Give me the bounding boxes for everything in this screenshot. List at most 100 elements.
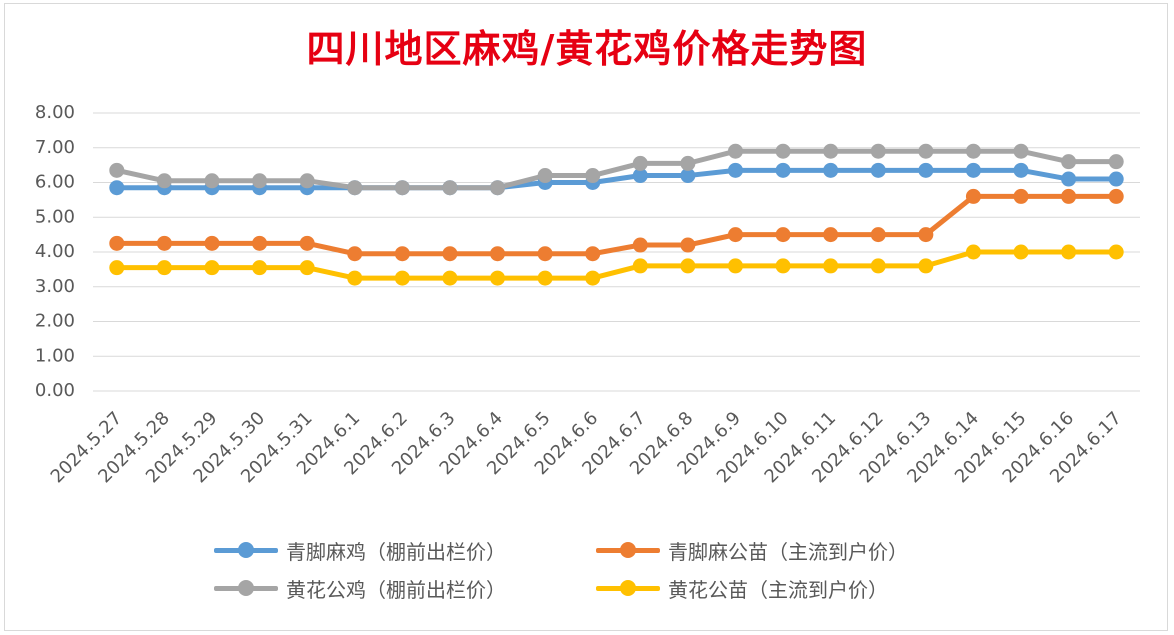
data-point — [252, 235, 268, 251]
data-point — [632, 258, 648, 274]
data-point — [632, 155, 648, 171]
data-point — [1108, 154, 1124, 170]
data-point — [299, 173, 315, 189]
data-point — [1061, 154, 1077, 170]
data-point — [823, 258, 839, 274]
data-point — [394, 180, 410, 196]
data-point — [680, 155, 696, 171]
data-point — [109, 260, 125, 276]
y-tick-label: 3.00 — [35, 276, 75, 297]
data-point — [537, 270, 553, 286]
data-point — [918, 227, 934, 243]
legend-label: 青脚麻公苗（主流到户价） — [668, 539, 908, 564]
data-point — [204, 235, 220, 251]
legend: 青脚麻鸡（棚前出栏价） 青脚麻公苗（主流到户价） 黄花公鸡（棚前出栏价） 黄花公… — [214, 534, 1014, 610]
data-point — [156, 235, 172, 251]
data-point — [775, 162, 791, 178]
data-point — [775, 258, 791, 274]
data-point — [109, 180, 125, 196]
data-point — [680, 237, 696, 253]
data-point — [490, 246, 506, 262]
data-point — [252, 173, 268, 189]
data-point — [823, 162, 839, 178]
data-point — [1013, 188, 1029, 204]
chart-frame — [4, 3, 1168, 631]
data-point — [394, 246, 410, 262]
data-point — [1061, 171, 1077, 187]
data-point — [156, 173, 172, 189]
y-tick-label: 0.00 — [35, 380, 75, 401]
data-point — [299, 260, 315, 276]
data-point — [1061, 244, 1077, 260]
data-point — [632, 237, 648, 253]
data-point — [204, 260, 220, 276]
y-tick-label: 5.00 — [35, 206, 75, 227]
y-tick-label: 8.00 — [35, 102, 75, 123]
data-point — [680, 258, 696, 274]
chart-title: 四川地区麻鸡/黄花鸡价格走势图 — [306, 26, 868, 71]
data-point — [537, 168, 553, 184]
data-point — [727, 162, 743, 178]
legend-label: 黄花公鸡（棚前出栏价） — [286, 577, 506, 602]
data-point — [537, 246, 553, 262]
data-point — [870, 258, 886, 274]
data-point — [870, 143, 886, 159]
data-point — [775, 227, 791, 243]
data-point — [109, 235, 125, 251]
data-point — [918, 258, 934, 274]
y-tick-label: 6.00 — [35, 172, 75, 193]
y-tick-label: 7.00 — [35, 137, 75, 158]
data-point — [1061, 188, 1077, 204]
legend-item-series-4: 黄花公苗（主流到户价） — [596, 572, 888, 604]
legend-label: 黄花公苗（主流到户价） — [668, 577, 888, 602]
data-point — [585, 246, 601, 262]
data-point — [347, 246, 363, 262]
y-tick-label: 4.00 — [35, 241, 75, 262]
legend-label: 青脚麻鸡（棚前出栏价） — [286, 539, 506, 564]
data-point — [204, 173, 220, 189]
data-point — [442, 270, 458, 286]
data-point — [965, 143, 981, 159]
data-point — [1108, 188, 1124, 204]
data-point — [109, 162, 125, 178]
data-point — [965, 162, 981, 178]
data-point — [775, 143, 791, 159]
data-point — [347, 180, 363, 196]
series-line-2 — [114, 193, 1119, 257]
data-point — [632, 168, 648, 184]
series-line-1 — [114, 167, 1119, 191]
series-line-4 — [114, 249, 1119, 281]
data-point — [1013, 162, 1029, 178]
data-point — [252, 260, 268, 276]
y-tick-label: 2.00 — [35, 311, 75, 332]
y-tick-label: 1.00 — [35, 345, 75, 366]
data-point — [347, 270, 363, 286]
data-point — [394, 270, 410, 286]
data-point — [585, 270, 601, 286]
data-point — [823, 227, 839, 243]
data-point — [727, 143, 743, 159]
data-point — [490, 180, 506, 196]
legend-item-series-2: 青脚麻公苗（主流到户价） — [596, 534, 908, 566]
legend-swatch — [214, 578, 278, 598]
data-point — [965, 188, 981, 204]
data-point — [918, 143, 934, 159]
data-point — [442, 246, 458, 262]
data-point — [727, 227, 743, 243]
legend-swatch — [596, 540, 660, 560]
data-point — [918, 162, 934, 178]
data-point — [299, 235, 315, 251]
data-point — [870, 227, 886, 243]
data-point — [1013, 244, 1029, 260]
data-point — [156, 260, 172, 276]
data-point — [490, 270, 506, 286]
data-point — [442, 180, 458, 196]
data-point — [1013, 143, 1029, 159]
legend-swatch — [214, 540, 278, 560]
series-line-3 — [114, 148, 1119, 191]
data-point — [823, 143, 839, 159]
data-point — [585, 168, 601, 184]
data-point — [727, 258, 743, 274]
legend-swatch — [596, 578, 660, 598]
